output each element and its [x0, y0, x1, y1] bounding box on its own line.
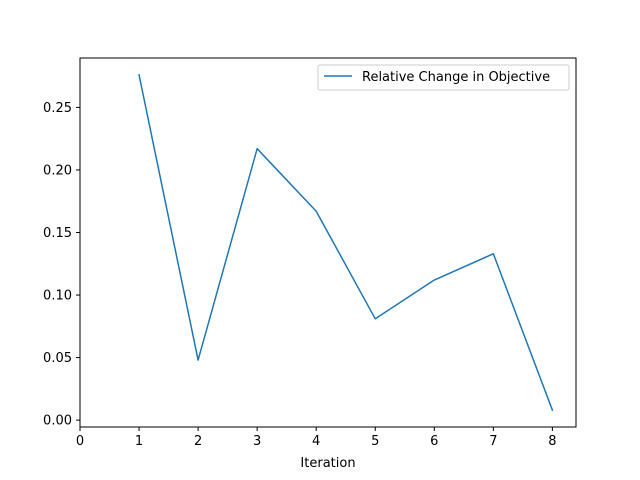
y-tick-label: 0.20: [43, 163, 72, 178]
y-tick-label: 0.00: [43, 414, 72, 429]
y-tick-label: 0.05: [43, 351, 72, 366]
x-tick-label: 8: [548, 434, 556, 449]
series-line: [138, 74, 554, 412]
y-axis-ticks: 0.00 0.05 0.10 0.15 0.20 0.25: [43, 101, 80, 429]
legend-label: Relative Change in Objective: [362, 70, 550, 85]
legend-box: [317, 64, 570, 91]
x-tick-label: 6: [430, 434, 438, 449]
x-tick-label: 7: [489, 434, 497, 449]
x-axis-label: Iteration: [300, 456, 355, 471]
axes-frame: [79, 57, 577, 428]
y-tick-label: 0.10: [43, 289, 72, 304]
legend: Relative Change in Objective: [317, 64, 570, 91]
x-tick-label: 1: [135, 434, 143, 449]
x-tick-label: 2: [194, 434, 202, 449]
y-tick-label: 0.15: [43, 226, 72, 241]
y-tick-label: 0.25: [43, 101, 72, 116]
series-layer: [138, 74, 554, 412]
x-axis-ticks: 0 1 2 3 4 5 6 7 8: [76, 427, 557, 449]
x-tick-label: 4: [312, 434, 320, 449]
plot-area: [79, 57, 577, 428]
x-tick-label: 0: [76, 434, 84, 449]
x-tick-label: 3: [253, 434, 261, 449]
x-tick-label: 5: [371, 434, 379, 449]
